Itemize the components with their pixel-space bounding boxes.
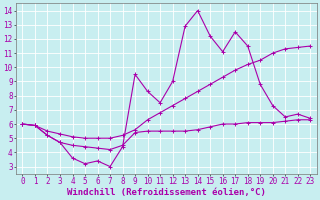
X-axis label: Windchill (Refroidissement éolien,°C): Windchill (Refroidissement éolien,°C) (67, 188, 266, 197)
